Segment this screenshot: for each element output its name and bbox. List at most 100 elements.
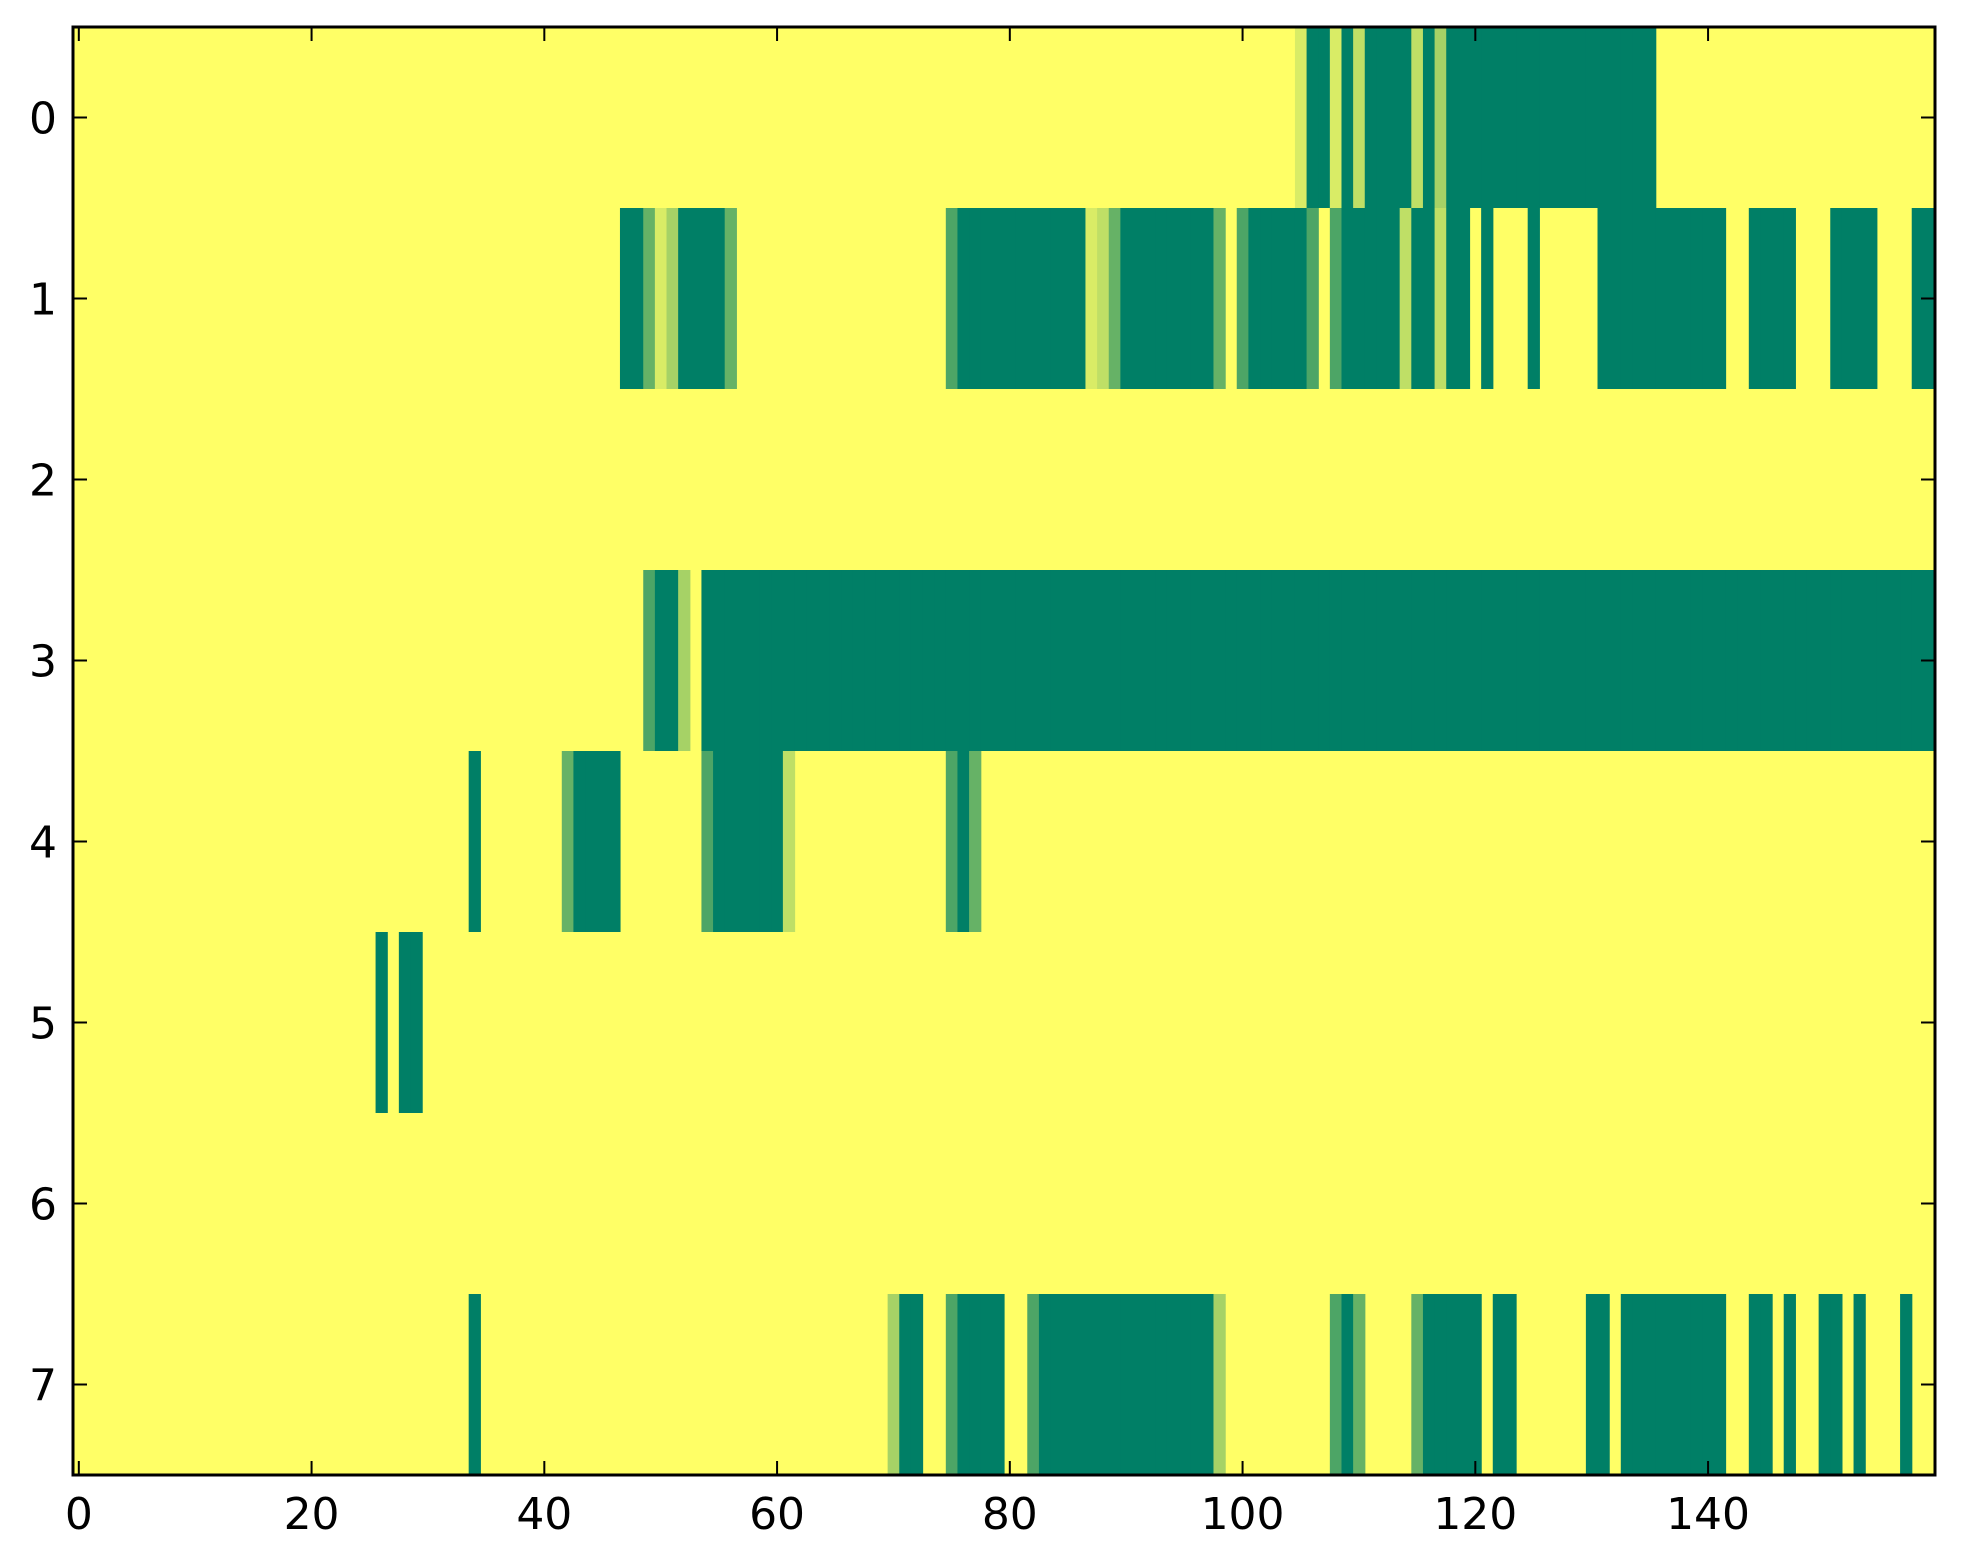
heatmap-cell: [1492, 1294, 1506, 1475]
x-tick-label: 80: [982, 1489, 1038, 1540]
heatmap-cell: [1353, 1294, 1366, 1475]
heatmap-cell: [1341, 27, 1354, 208]
heatmap-cell: [1865, 570, 1878, 751]
heatmap-cell: [957, 1294, 970, 1475]
x-tick-label: 140: [1666, 1489, 1750, 1540]
heatmap-cell: [1562, 570, 1575, 751]
heatmap-cell: [1644, 1294, 1657, 1475]
plot-frame: [71, 25, 1937, 1477]
heatmap-cell: [969, 1294, 982, 1475]
heatmap-cell: [1155, 570, 1168, 751]
heatmap-cell: [724, 751, 737, 932]
heatmap-cell: [1294, 27, 1308, 208]
heatmap-cell: [1539, 27, 1552, 208]
heatmap-cell: [561, 751, 575, 932]
heatmap-cell: [1830, 1294, 1843, 1475]
heatmap-cell: [1434, 27, 1447, 208]
heatmap-cell: [1481, 27, 1494, 208]
heatmap-cell: [1655, 208, 1668, 389]
heatmap-cell: [1678, 570, 1692, 751]
heatmap-cell: [1632, 1294, 1645, 1475]
heatmap-cell: [654, 208, 668, 389]
heatmap-cell: [1004, 570, 1017, 751]
heatmap-cell: [1306, 570, 1319, 751]
heatmap-cell: [887, 570, 900, 751]
x-tick-label: 60: [749, 1489, 805, 1540]
heatmap-cell: [468, 751, 481, 932]
heatmap-cell: [1283, 208, 1296, 389]
y-tick-label: 4: [29, 818, 57, 869]
heatmap-cell: [1155, 1294, 1168, 1475]
heatmap-cell: [1085, 1294, 1098, 1475]
heatmap-cell: [1294, 208, 1308, 389]
heatmap-cell: [1388, 27, 1401, 208]
heatmap-cell: [945, 570, 959, 751]
heatmap-cell: [1585, 27, 1599, 208]
heatmap-cell: [782, 570, 796, 751]
heatmap-cell: [771, 570, 784, 751]
heatmap-cell: [1248, 208, 1261, 389]
heatmap-cell: [1737, 570, 1750, 751]
heatmap-cell: [1713, 570, 1727, 751]
heatmap-cell: [608, 751, 621, 932]
y-tick-label: 0: [29, 94, 57, 145]
heatmap-cell: [1364, 27, 1377, 208]
heatmap-cell: [1085, 570, 1098, 751]
heatmap-cell: [1329, 1294, 1343, 1475]
heatmap-cell: [1795, 570, 1808, 751]
heatmap-cell: [1713, 1294, 1727, 1475]
heatmap-cell: [1725, 570, 1738, 751]
heatmap-cell: [1469, 27, 1482, 208]
heatmap-cell: [922, 570, 935, 751]
heatmap-cell: [398, 932, 412, 1113]
heatmap-cell: [1213, 570, 1226, 751]
heatmap-cell: [1073, 208, 1087, 389]
heatmap-cell: [759, 570, 772, 751]
heatmap-cell: [1644, 27, 1657, 208]
heatmap-cell: [1271, 570, 1284, 751]
heatmap-cell: [1713, 208, 1727, 389]
heatmap-cell: [1748, 570, 1762, 751]
heatmap-cell: [1748, 208, 1762, 389]
heatmap-cell: [1597, 1294, 1610, 1475]
heatmap-cell: [1353, 570, 1366, 751]
heatmap-cell: [1481, 208, 1494, 389]
heatmap-cell: [1341, 208, 1354, 389]
heatmap-cell: [1027, 570, 1040, 751]
heatmap-cell: [1748, 1294, 1762, 1475]
heatmap-cell: [829, 570, 842, 751]
heatmap-cell: [724, 208, 737, 389]
heatmap-cell: [1015, 570, 1028, 751]
heatmap-cell: [1620, 1294, 1634, 1475]
heatmap-cell: [1644, 570, 1657, 751]
heatmap-cell: [1772, 208, 1785, 389]
heatmap-cell: [1132, 570, 1145, 751]
y-tick-label: 7: [29, 1361, 57, 1412]
heatmap-cell: [1830, 208, 1843, 389]
heatmap-cell: [1678, 1294, 1692, 1475]
heatmap-cell: [969, 751, 982, 932]
heatmap-cell: [1620, 208, 1634, 389]
heatmap-cell: [1632, 27, 1645, 208]
heatmap-cell: [1655, 1294, 1668, 1475]
axis-ticks: [73, 27, 1935, 1475]
heatmap-cell: [992, 570, 1005, 751]
x-axis-tick-labels: 0 20 40 60 80 100 120 140: [65, 1489, 1750, 1540]
heatmap-cell: [375, 932, 388, 1113]
heatmap-cell: [1911, 208, 1924, 389]
heatmap-cell: [736, 751, 749, 932]
heatmap-cell: [1609, 27, 1622, 208]
heatmap-cell: [1550, 570, 1564, 751]
heatmap-cell: [1516, 27, 1529, 208]
heatmap-cell: [573, 751, 586, 932]
heatmap-cell: [1585, 570, 1599, 751]
heatmap-cell: [1294, 570, 1308, 751]
heatmap-cell: [643, 570, 656, 751]
heatmap-cell: [1527, 570, 1540, 751]
heatmap-cell: [1609, 208, 1622, 389]
heatmap-cell: [1620, 27, 1634, 208]
heatmap-cell: [666, 208, 679, 389]
heatmap-cell: [1783, 570, 1796, 751]
heatmap-cell: [1422, 1294, 1436, 1475]
heatmap-cell: [1760, 208, 1773, 389]
